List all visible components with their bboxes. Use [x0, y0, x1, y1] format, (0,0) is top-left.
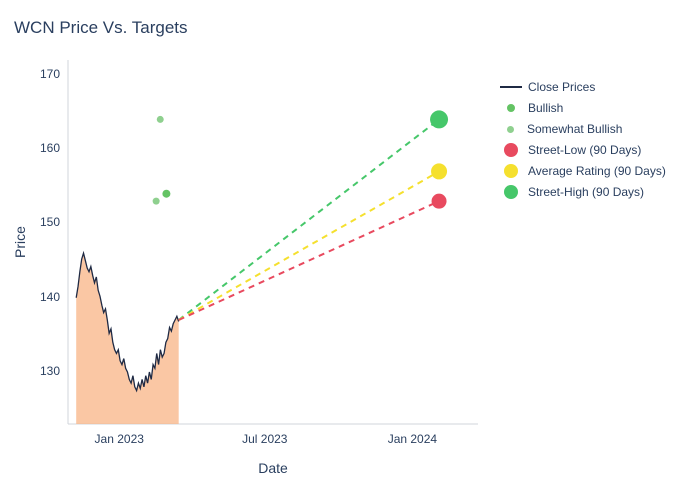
chart-svg: [0, 0, 700, 500]
y-tick-label: 130: [40, 364, 60, 378]
projection-line-street-low: [179, 201, 439, 320]
legend-label: Street-High (90 Days): [528, 185, 644, 199]
x-tick-label: Jan 2023: [95, 432, 144, 446]
legend-item: Close Prices: [500, 78, 666, 96]
legend-label: Street-Low (90 Days): [528, 143, 641, 157]
legend-dot-swatch: [507, 104, 515, 112]
legend-label: Somewhat Bullish: [527, 122, 622, 136]
close-prices-area: [76, 253, 179, 424]
x-tick-label: Jul 2023: [242, 432, 287, 446]
somewhat-bullish-point: [153, 198, 160, 205]
x-axis-label: Date: [258, 460, 288, 476]
chart-container: WCN Price Vs. Targets Price Date 1301401…: [0, 0, 700, 500]
legend-line-swatch: [500, 86, 522, 88]
legend-item: Somewhat Bullish: [500, 120, 666, 138]
y-tick-label: 170: [40, 67, 60, 81]
legend-label: Average Rating (90 Days): [528, 164, 666, 178]
legend-dot-swatch: [507, 126, 514, 133]
legend-item: Bullish: [500, 99, 666, 117]
legend-big-dot-swatch: [504, 185, 518, 199]
bullish-point: [162, 190, 170, 198]
y-tick-label: 140: [40, 290, 60, 304]
y-axis-label: Price: [12, 226, 28, 258]
legend-item: Street-High (90 Days): [500, 183, 666, 201]
y-tick-label: 150: [40, 215, 60, 229]
legend-big-dot-swatch: [504, 164, 518, 178]
legend-label: Close Prices: [528, 80, 595, 94]
projection-line-average: [179, 171, 439, 320]
legend-item: Street-Low (90 Days): [500, 141, 666, 159]
y-tick-label: 160: [40, 141, 60, 155]
somewhat-bullish-point: [157, 116, 164, 123]
legend-item: Average Rating (90 Days): [500, 162, 666, 180]
x-tick-label: Jan 2024: [388, 432, 437, 446]
target-dot-average: [431, 163, 447, 179]
target-dot-street-low: [432, 194, 447, 209]
legend-label: Bullish: [528, 101, 563, 115]
legend: Close Prices Bullish Somewhat Bullish Stree…: [500, 78, 666, 204]
legend-big-dot-swatch: [504, 143, 518, 157]
target-dot-street-high: [430, 110, 448, 128]
